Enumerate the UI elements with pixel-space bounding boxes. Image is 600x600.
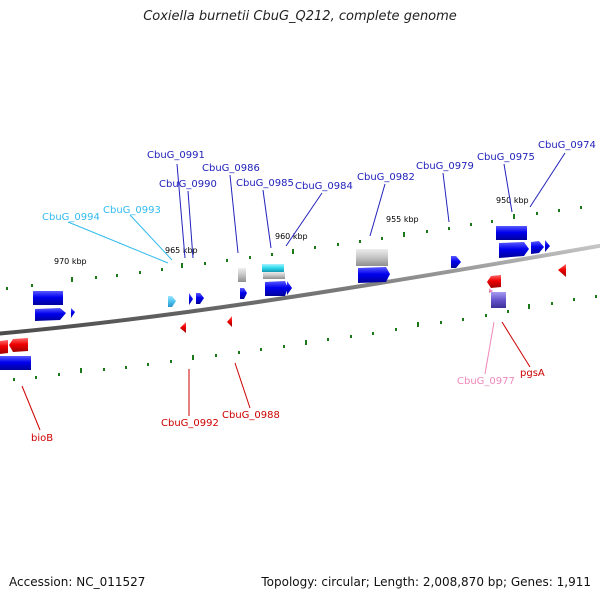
gene-feature xyxy=(35,308,66,321)
gene-feature xyxy=(356,249,388,266)
accession-text: Accession: NC_011527 xyxy=(9,575,146,589)
gene-label-cbug-0984: CbuG_0984 xyxy=(295,181,353,192)
gene-feature xyxy=(227,316,232,327)
gene-label-cbug-0988: CbuG_0988 xyxy=(222,410,280,421)
other-gene-features xyxy=(489,288,506,308)
gene-feature xyxy=(496,226,527,240)
map-title: Coxiella burnetii CbuG_Q212, complete ge… xyxy=(143,9,457,24)
gene-label-cbug-0979: CbuG_0979 xyxy=(416,161,474,172)
gene-feature xyxy=(489,288,493,293)
gene-label-cbug-0994: CbuG_0994 xyxy=(42,212,100,223)
gene-label-cbug-0993: CbuG_0993 xyxy=(103,205,161,216)
gene-feature xyxy=(0,356,31,370)
gene-feature xyxy=(196,293,204,304)
genome-backbone xyxy=(0,243,600,336)
cyan-gene-features xyxy=(168,264,284,307)
gene-feature xyxy=(238,268,246,282)
gene-feature xyxy=(240,288,247,299)
gene-label-cbug-0977: CbuG_0977 xyxy=(457,376,515,387)
gene-feature xyxy=(71,308,75,318)
gene-label-cbug-0982: CbuG_0982 xyxy=(357,172,415,183)
gene-label-cbug-0990: CbuG_0990 xyxy=(159,179,217,190)
gene-feature xyxy=(9,338,28,352)
scale-label: 960 kbp xyxy=(275,232,308,241)
gene-feature xyxy=(263,272,285,279)
gene-label-cbug-0992: CbuG_0992 xyxy=(161,418,219,429)
gene-feature xyxy=(358,267,390,283)
gene-label-cbug-0985: CbuG_0985 xyxy=(236,178,294,189)
gene-feature xyxy=(558,264,566,277)
callout-lines xyxy=(21,152,566,431)
lower-tick-marks xyxy=(13,295,597,381)
reverse-gene-features xyxy=(0,264,566,354)
scale-label: 950 kbp xyxy=(496,196,529,205)
gene-feature xyxy=(491,292,506,308)
scale-label: 955 kbp xyxy=(386,215,419,224)
forward-gene-features xyxy=(33,226,550,321)
gene-feature xyxy=(168,296,176,307)
gene-label-cbug-0986: CbuG_0986 xyxy=(202,163,260,174)
gene-label-biob: bioB xyxy=(31,433,53,444)
gene-feature xyxy=(487,275,501,288)
gene-label-cbug-0991: CbuG_0991 xyxy=(147,150,205,161)
gene-feature xyxy=(0,340,8,354)
grey-gene-features xyxy=(238,249,388,282)
gene-feature xyxy=(265,281,288,296)
genome-summary-text: Topology: circular; Length: 2,008,870 bp… xyxy=(261,575,591,589)
upper-tick-marks xyxy=(6,206,582,290)
gene-feature xyxy=(499,242,529,258)
gene-feature xyxy=(33,291,63,305)
gene-feature xyxy=(262,264,284,272)
gene-feature xyxy=(531,241,544,254)
gene-feature xyxy=(180,322,186,333)
gene-label-cbug-0975: CbuG_0975 xyxy=(477,152,535,163)
gene-feature xyxy=(189,293,193,305)
scale-label: 965 kbp xyxy=(165,246,198,255)
gene-feature xyxy=(287,281,292,295)
gene-feature xyxy=(545,240,550,252)
scale-label: 970 kbp xyxy=(54,257,87,266)
gene-label-pgsa: pgsA xyxy=(520,368,545,379)
gene-label-cbug-0974: CbuG_0974 xyxy=(538,140,596,151)
gene-feature xyxy=(451,256,461,268)
